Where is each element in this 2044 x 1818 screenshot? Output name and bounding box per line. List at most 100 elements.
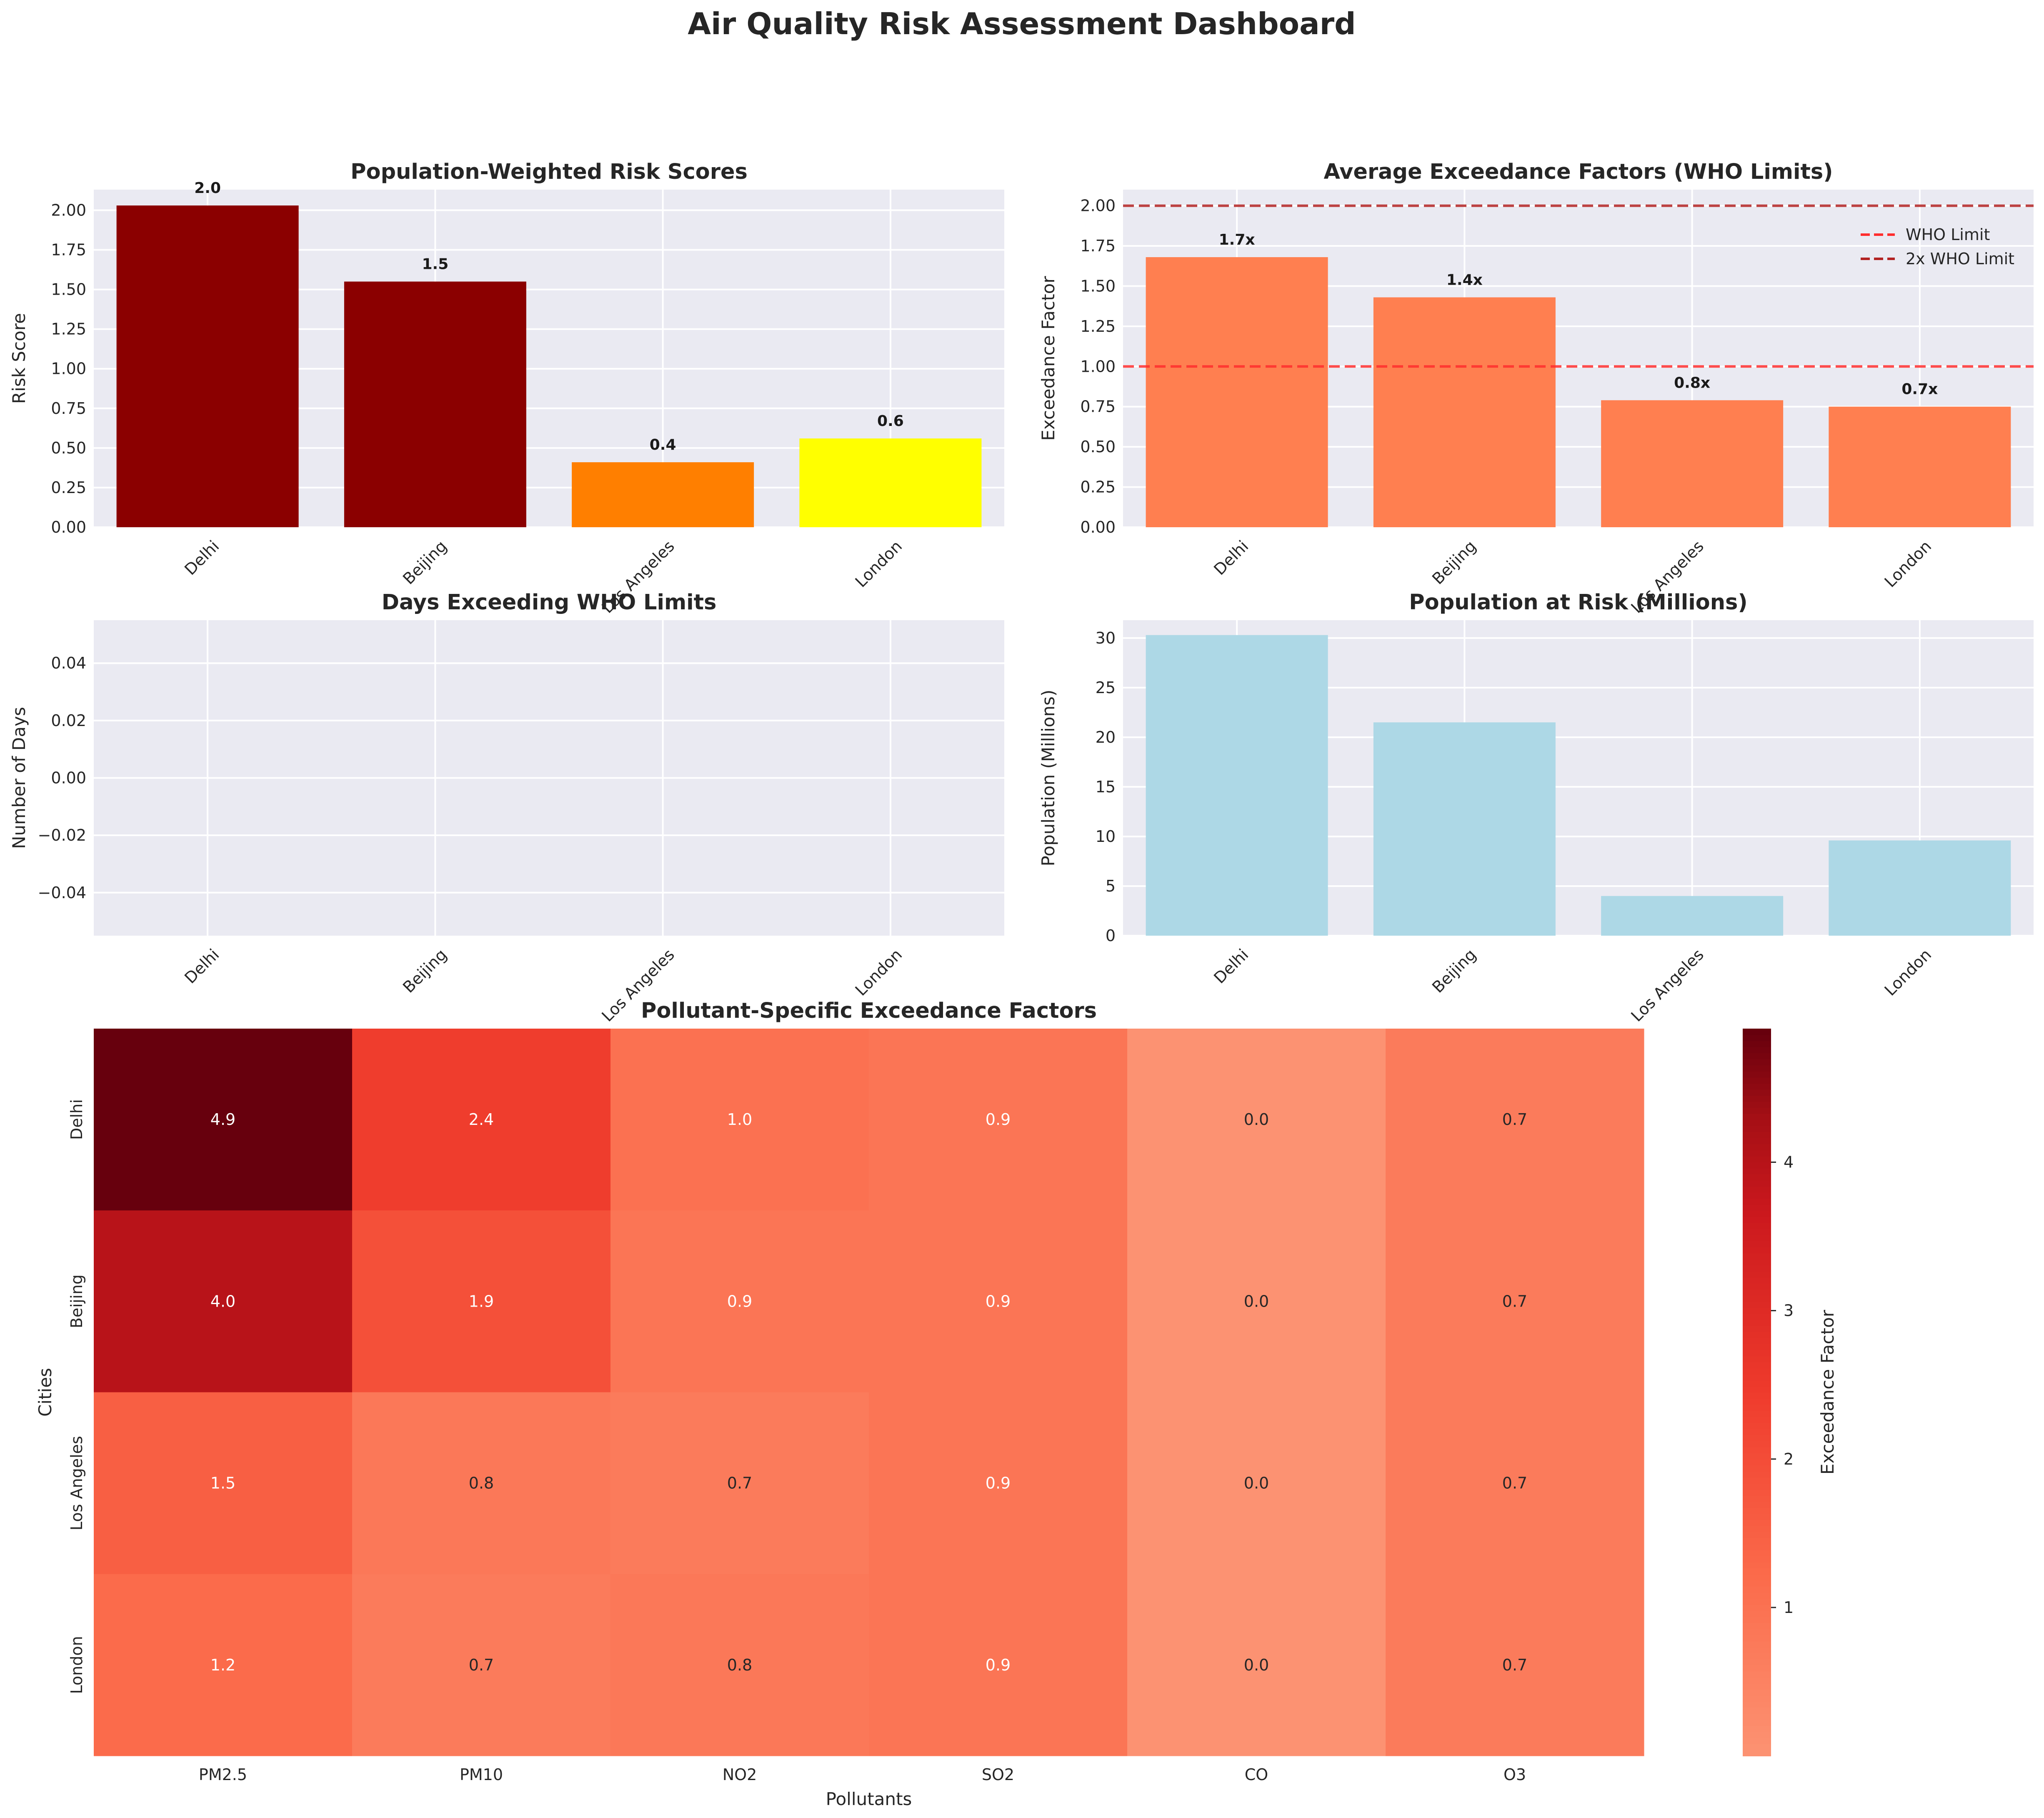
exceed-bar-los-angeles [1601, 400, 1784, 527]
heatmap-ylabel: Cities [35, 1368, 55, 1417]
heatmap-cell [94, 1574, 353, 1756]
colorbar-segment [1743, 1598, 1771, 1605]
colorbar-segment [1743, 1477, 1771, 1484]
heatmap-panel: 4.9 2.4 1.0 0.9 0.0 0.7 4.0 1.9 0.9 0.9 0.0 0.7 1.5 0… [35, 999, 1644, 1809]
pop-ytick-label: 5 [1106, 877, 1116, 895]
colorbar-segment [1743, 1489, 1771, 1496]
exceed-ytick-label: 1.25 [1080, 317, 1116, 336]
heatmap-ytick-label: Beijing [68, 1275, 86, 1328]
exceed-ytick-label: 0.75 [1080, 398, 1116, 416]
colorbar-segment [1743, 1344, 1771, 1350]
colorbar-segment [1743, 1332, 1771, 1338]
dashboard-title: Air Quality Risk Assessment Dashboard [688, 6, 1356, 41]
colorbar-segment [1743, 1731, 1771, 1738]
exceed-legend: WHO Limit 2x WHO Limit [1861, 225, 2014, 268]
colorbar-segment [1743, 1325, 1771, 1332]
heatmap-cell-label: 0.0 [1244, 1292, 1269, 1310]
colorbar-segment [1743, 1750, 1771, 1756]
colorbar-segment [1743, 1465, 1771, 1472]
colorbar-segment [1743, 1519, 1771, 1526]
exceed-ytick-label: 1.75 [1080, 237, 1116, 255]
exceed-ytick-label: 1.50 [1080, 277, 1116, 295]
pop-ytick-label: 20 [1096, 728, 1116, 746]
colorbar-segment [1743, 1416, 1771, 1423]
colorbar-segment [1743, 1198, 1771, 1205]
colorbar-segment [1743, 1695, 1771, 1702]
risk-ytick-label: 0.75 [51, 399, 86, 418]
colorbar-segment [1743, 1186, 1771, 1193]
colorbar-segment [1743, 1271, 1771, 1278]
colorbar: 1 2 3 4 Exceedance Factor [1743, 1029, 1838, 1756]
colorbar-segment [1743, 1683, 1771, 1690]
days-ytick-label: −0.02 [38, 826, 86, 844]
heatmap-cell-label: 0.8 [469, 1474, 494, 1492]
colorbar-segment [1743, 1259, 1771, 1266]
heatmap-cell [1386, 1029, 1644, 1211]
colorbar-segment [1743, 1053, 1771, 1059]
heatmap-cell-label: 0.7 [469, 1656, 494, 1674]
risk-data-label: 0.4 [650, 436, 676, 453]
colorbar-segment [1743, 1119, 1771, 1126]
risk-ylabel: Risk Score [9, 313, 29, 404]
risk-title: Population-Weighted Risk Scores [350, 160, 748, 184]
colorbar-segment [1743, 1640, 1771, 1648]
colorbar-segment [1743, 1574, 1771, 1581]
colorbar-segment [1743, 1556, 1771, 1563]
heatmap-xtick-label: PM2.5 [199, 1765, 247, 1784]
colorbar-segment [1743, 1059, 1771, 1066]
colorbar-segment [1743, 1222, 1771, 1229]
risk-data-label: 2.0 [194, 180, 221, 197]
exceed-panel: 0.00 0.25 0.50 0.75 1.00 1.25 1.50 1.75 2.00 1.7x… [1038, 160, 2034, 617]
colorbar-segment [1743, 1125, 1771, 1132]
heatmap-ytick-label: Los Angeles [68, 1436, 86, 1530]
colorbar-segment [1743, 1447, 1771, 1453]
heatmap-xtick-label: SO2 [982, 1765, 1014, 1784]
pop-ytick-label: 0 [1106, 927, 1116, 945]
colorbar-segment [1743, 1725, 1771, 1732]
exceed-ytick-label: 0.25 [1080, 478, 1116, 496]
colorbar-segment [1743, 1586, 1771, 1593]
colorbar-segment [1743, 1228, 1771, 1235]
pop-bar-delhi [1146, 635, 1328, 936]
days-ytick-label: 0.00 [51, 769, 86, 787]
colorbar-segment [1743, 1240, 1771, 1247]
exceed-ytick-label: 0.00 [1080, 518, 1116, 536]
colorbar-segment [1743, 1544, 1771, 1550]
heatmap-cell [352, 1392, 611, 1575]
colorbar-segment [1743, 1144, 1771, 1150]
colorbar-segment [1743, 1538, 1771, 1545]
colorbar-segment [1743, 1210, 1771, 1217]
heatmap-cell-label: 1.5 [210, 1474, 235, 1492]
colorbar-segment [1743, 1580, 1771, 1587]
heatmap-cell-label: 0.9 [986, 1474, 1011, 1492]
colorbar-segment [1743, 1628, 1771, 1635]
colorbar-segment [1743, 1235, 1771, 1241]
exceed-bar-london [1829, 406, 2011, 527]
colorbar-segment [1743, 1665, 1771, 1672]
colorbar-segment [1743, 1604, 1771, 1611]
colorbar-segment [1743, 1647, 1771, 1653]
heatmap-xtick-label: NO2 [723, 1765, 757, 1784]
exceed-bar-beijing [1373, 297, 1556, 527]
colorbar-segment [1743, 1362, 1771, 1369]
colorbar-segment [1743, 1471, 1771, 1478]
colorbar-tick-label: 3 [1784, 1302, 1794, 1320]
heatmap-cell-label: 2.4 [469, 1110, 494, 1129]
risk-panel: 0.00 0.25 0.50 0.75 1.00 1.25 1.50 1.75 2.00 2.0 1… [9, 160, 1004, 617]
exceed-title: Average Exceedance Factors (WHO Limits) [1323, 160, 1833, 184]
colorbar-label: Exceedance Factor [1817, 1310, 1838, 1475]
heatmap-cell [1386, 1574, 1644, 1756]
days-ytick-label: 0.02 [51, 711, 86, 730]
heatmap-xtick-label: PM10 [460, 1765, 503, 1784]
days-ylabel: Number of Days [9, 707, 29, 849]
exceed-ytick-label: 0.50 [1080, 438, 1116, 456]
risk-bar-los-angeles [572, 462, 754, 527]
colorbar-segment [1743, 1247, 1771, 1254]
exceed-legend-label: WHO Limit [1906, 225, 1990, 244]
heatmap-cell [352, 1574, 611, 1756]
colorbar-segment [1743, 1738, 1771, 1744]
heatmap-cell-label: 0.0 [1244, 1656, 1269, 1674]
colorbar-segment [1743, 1410, 1771, 1417]
heatmap-cell-label: 0.7 [1502, 1292, 1527, 1310]
colorbar-segment [1743, 1653, 1771, 1660]
